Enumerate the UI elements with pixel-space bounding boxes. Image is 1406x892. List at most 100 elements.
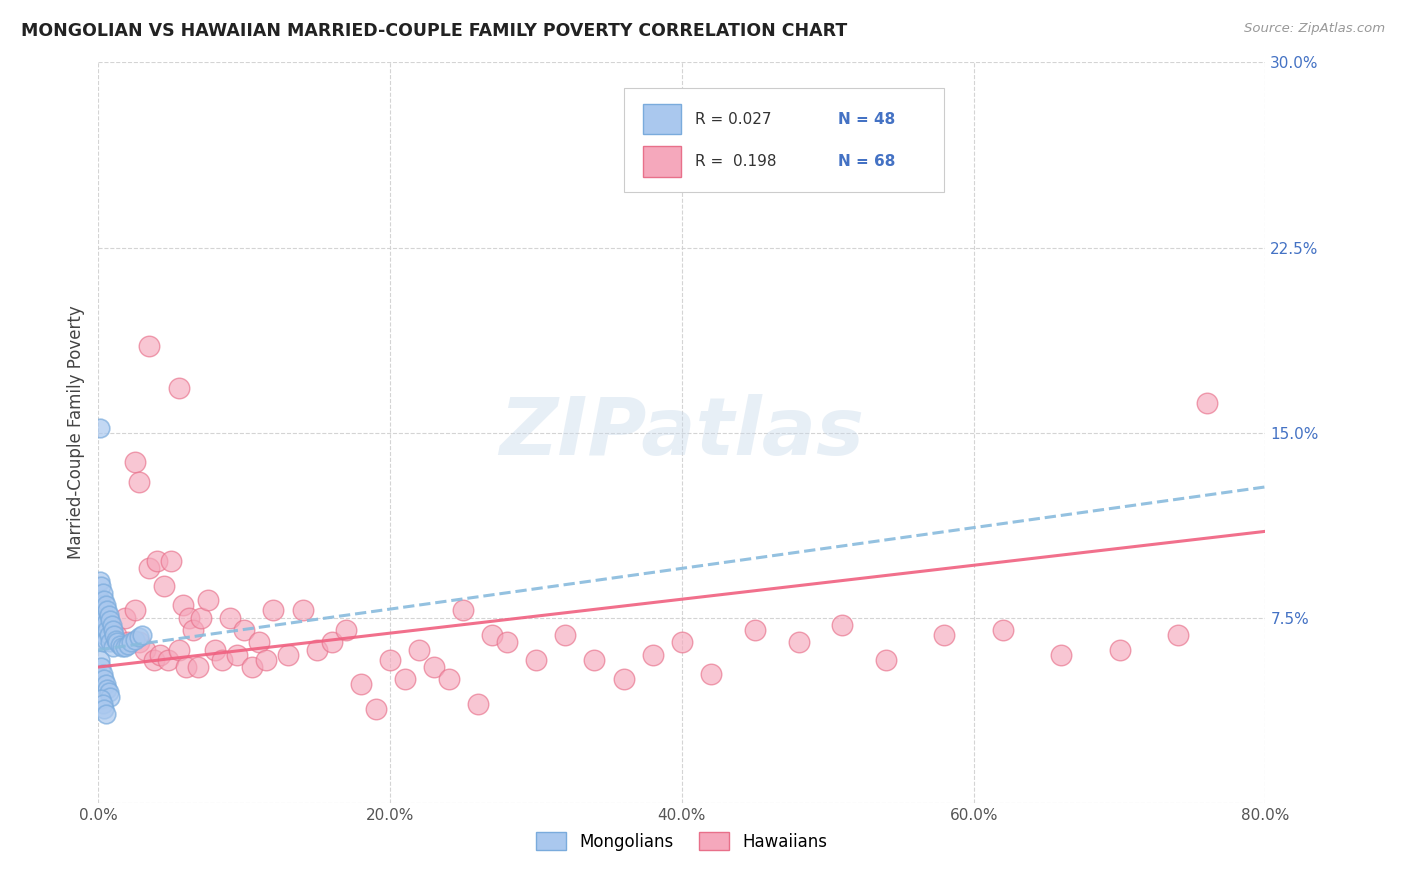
Point xyxy=(90,579,112,593)
Point xyxy=(91,635,114,649)
Point xyxy=(90,599,112,613)
Text: N = 48: N = 48 xyxy=(838,112,896,127)
Point xyxy=(612,673,634,687)
Point xyxy=(254,653,277,667)
Point xyxy=(172,599,194,613)
Point xyxy=(89,653,111,667)
Point xyxy=(875,653,897,667)
Point xyxy=(91,623,114,637)
Point xyxy=(90,618,112,632)
Point xyxy=(291,603,314,617)
Point xyxy=(93,673,115,687)
Point xyxy=(1195,396,1218,410)
Point xyxy=(831,618,853,632)
Point xyxy=(181,623,204,637)
Point xyxy=(350,677,373,691)
Point xyxy=(98,690,121,704)
Point xyxy=(114,640,136,655)
Point xyxy=(167,381,190,395)
Point xyxy=(89,610,111,624)
Point xyxy=(451,603,474,617)
Point xyxy=(197,593,219,607)
Point xyxy=(138,339,160,353)
Point xyxy=(671,635,693,649)
Point xyxy=(177,610,200,624)
Point xyxy=(394,673,416,687)
Point xyxy=(89,593,111,607)
Text: ZIPatlas: ZIPatlas xyxy=(499,393,865,472)
Point xyxy=(247,635,270,649)
Text: Source: ZipAtlas.com: Source: ZipAtlas.com xyxy=(1244,22,1385,36)
Point xyxy=(91,603,114,617)
Point xyxy=(157,653,180,667)
Point xyxy=(134,642,156,657)
Point xyxy=(277,648,299,662)
Point xyxy=(146,554,169,568)
Point xyxy=(94,632,117,647)
Point xyxy=(262,603,284,617)
Point xyxy=(1108,642,1130,657)
Point xyxy=(423,660,446,674)
Point xyxy=(321,635,343,649)
Point xyxy=(114,610,136,624)
Point xyxy=(787,635,810,649)
Point xyxy=(583,653,606,667)
Point xyxy=(233,623,256,637)
Point xyxy=(408,642,430,657)
Text: R = 0.027: R = 0.027 xyxy=(695,112,770,127)
Point xyxy=(1050,648,1073,662)
Point xyxy=(554,628,576,642)
Point xyxy=(96,603,118,617)
Point xyxy=(240,660,263,674)
Point xyxy=(437,673,460,687)
Point xyxy=(117,635,139,649)
Point xyxy=(97,608,120,623)
Point xyxy=(94,615,117,630)
Point xyxy=(142,653,165,667)
Point xyxy=(307,642,329,657)
Point xyxy=(91,667,114,681)
Point xyxy=(94,706,117,721)
Point xyxy=(744,623,766,637)
Point xyxy=(96,682,118,697)
Point xyxy=(110,638,132,652)
Point xyxy=(93,702,115,716)
Point xyxy=(124,603,146,617)
Bar xyxy=(644,103,681,135)
Point xyxy=(211,653,233,667)
Point xyxy=(128,631,150,645)
Point xyxy=(104,628,127,642)
Point xyxy=(187,660,209,674)
Point xyxy=(218,610,240,624)
Point xyxy=(124,455,146,469)
Point xyxy=(93,628,115,642)
Point xyxy=(89,420,111,434)
Point xyxy=(149,648,172,662)
Point xyxy=(131,628,153,642)
Point xyxy=(94,677,117,691)
Point xyxy=(204,642,226,657)
Y-axis label: Married-Couple Family Poverty: Married-Couple Family Poverty xyxy=(66,306,84,559)
Point xyxy=(91,697,114,711)
Point xyxy=(98,618,121,632)
Point xyxy=(104,632,127,647)
Point xyxy=(190,610,212,624)
Point xyxy=(174,660,197,674)
Point xyxy=(124,632,146,647)
Point xyxy=(226,648,249,662)
Point xyxy=(138,561,160,575)
Point xyxy=(97,628,120,642)
Point xyxy=(117,638,139,652)
Point xyxy=(98,613,121,627)
Point xyxy=(700,667,723,681)
Point xyxy=(97,685,120,699)
Point xyxy=(101,623,124,637)
Text: N = 68: N = 68 xyxy=(838,153,896,169)
Point xyxy=(94,599,117,613)
Point xyxy=(120,635,142,649)
Point xyxy=(167,642,190,657)
Point xyxy=(93,593,115,607)
Point xyxy=(98,635,121,649)
Point xyxy=(128,635,150,649)
Point xyxy=(96,623,118,637)
